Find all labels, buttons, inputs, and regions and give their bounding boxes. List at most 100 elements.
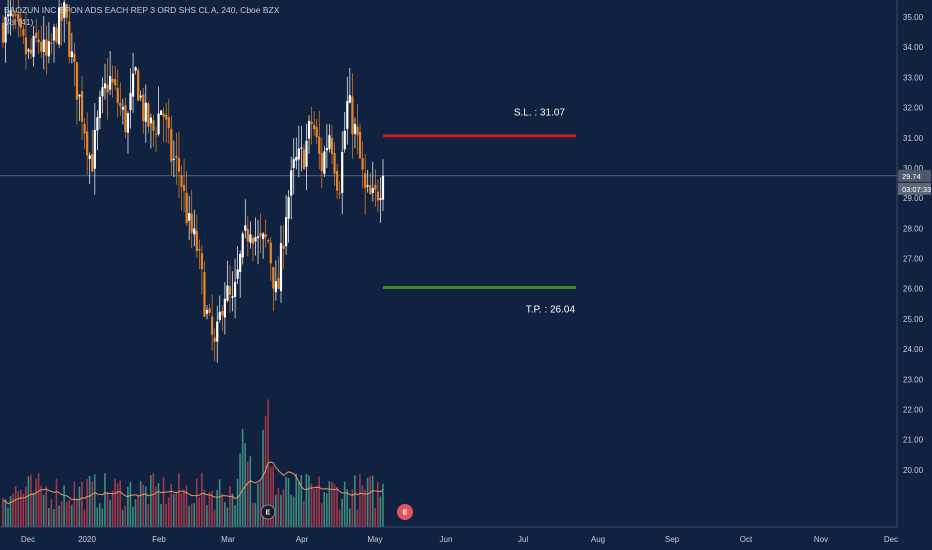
volume-bar [167,497,170,527]
candle [228,264,232,313]
candle [343,112,346,153]
candle [1,15,5,49]
candle [292,138,295,195]
volume-bar [320,503,323,527]
candle [175,132,178,185]
candle [93,102,96,195]
candle [264,219,267,248]
volume-bar [42,494,45,527]
volume-bar [134,499,137,527]
candle [45,25,48,75]
candle [302,144,306,170]
price-tick-label: 28.00 [903,224,924,233]
volume-bar [379,496,382,527]
price-tick-label: 31.00 [903,134,924,143]
time-tick-label: Aug [591,535,605,544]
volume-bar [12,493,14,527]
candle [341,131,344,215]
volume-bar [303,501,305,527]
volume-bar [178,473,180,527]
candle [361,141,364,189]
candle [211,294,214,351]
candle [70,32,73,64]
candle [216,305,219,363]
volume-bar [280,494,282,527]
volume-bar [318,476,320,527]
bar-countdown-label: 03:07:33 [902,185,931,194]
volume-bar [4,499,7,527]
candle [313,111,316,136]
candle [19,8,22,38]
candle [249,221,252,249]
volume-bar [359,474,361,527]
candle [124,97,127,139]
candle [17,0,20,38]
candle [254,217,257,256]
price-tick-label: 21.00 [903,436,924,445]
stop-loss-label: S.L. : 31.07 [514,108,566,119]
candle [149,113,153,149]
volume-bar [292,496,295,527]
candle [131,52,135,113]
symbol-title[interactable]: BAOZUN INC SPON ADS EACH REP 3 ORD SHS C… [4,5,280,15]
candle [297,125,300,178]
candle [323,145,326,177]
candle [29,38,33,59]
volume-bar [249,456,252,527]
candle [109,51,112,96]
volume-bar [308,475,310,527]
candle [190,189,193,249]
volume-bar [195,478,198,527]
candle [121,98,124,125]
volume-bar [333,484,336,527]
volume-bar [121,509,124,527]
candle [170,115,173,176]
volume-bar [139,481,142,527]
candle [144,84,147,143]
price-axis[interactable]: 35.00 34.00 33.00 32.00 31.00 30.00 29.00 28.00… [896,0,932,527]
candle [106,58,109,120]
candle [152,114,155,148]
volume-bar [346,489,348,527]
volume-bar [211,491,213,527]
volume-bar [147,504,150,527]
candle [366,169,369,193]
candle [328,123,331,153]
candle [75,62,79,125]
volume-bar [9,496,12,527]
time-axis[interactable]: Dec 2020 Feb Mar Apr May Jun Jul Aug Sep Oct Nov Dec [0,526,932,550]
candle [96,110,99,151]
candle [305,123,308,190]
volume-bar [60,501,63,527]
volume-study-label[interactable]: Vol (41) [4,17,34,27]
candle [371,161,374,202]
volume-bar [262,429,264,527]
volume-bar [96,507,99,527]
volume-bar [269,466,272,527]
candle [195,214,198,258]
earnings-marker[interactable]: E [397,504,413,520]
price-tick-label: 24.00 [903,345,924,354]
earnings-marker[interactable]: E [260,504,276,520]
candle [262,232,265,259]
candle [78,94,81,121]
volume-bar [116,483,119,527]
candle [338,181,341,199]
candle [193,209,196,247]
earnings-marker-label: E [266,510,271,517]
candle [4,7,7,63]
candle [346,76,349,145]
candle [35,18,38,43]
volume-bar [104,473,106,527]
volume-bar [300,474,303,527]
candle [73,43,76,87]
volume-bar [241,428,244,527]
candle [167,99,170,144]
volume-bar [160,504,162,527]
candle [272,266,275,312]
volume-bar [111,490,114,527]
volume-bar [336,487,338,527]
candle [119,82,122,117]
